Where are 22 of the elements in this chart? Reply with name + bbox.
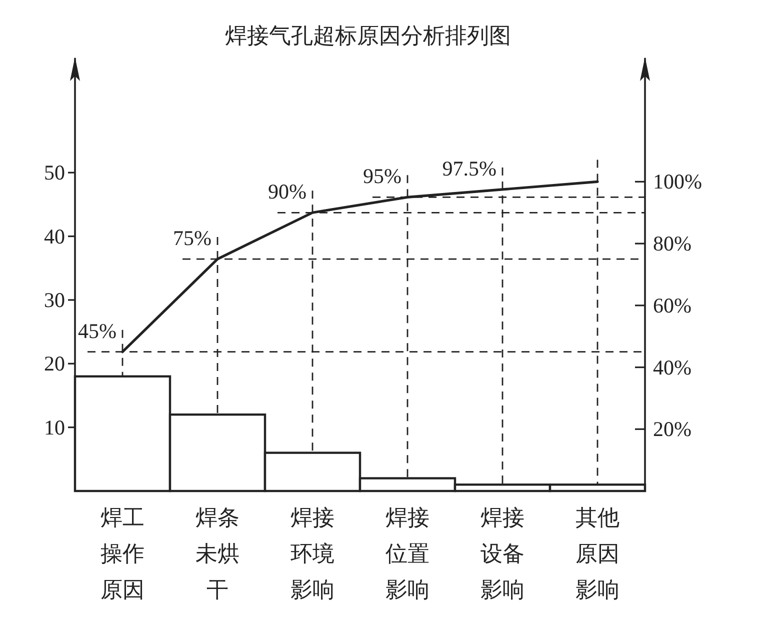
y-tick-label: 20	[44, 352, 65, 376]
data-label: 95%	[363, 164, 402, 188]
y-tick-label: 50	[44, 160, 65, 185]
data-label: 97.5%	[442, 156, 496, 180]
x-tick-label: 焊工操作原因	[100, 505, 144, 602]
chart-title: 焊接气孔超标原因分析排列图	[225, 23, 511, 48]
data-label: 45%	[78, 318, 116, 343]
y-tick-label: 40	[44, 224, 65, 248]
y2-tick-label: 20%	[653, 417, 692, 442]
x-tick-label: 焊接设备影响	[480, 505, 524, 602]
y-tick-label: 30	[44, 288, 65, 312]
y-tick-label: 10	[44, 415, 65, 440]
x-tick-label: 焊接环境影响	[290, 505, 334, 602]
x-tick-label: 其他原因影响	[576, 505, 620, 602]
x-tick-label: 焊条未烘干	[196, 505, 240, 602]
data-label: 90%	[268, 180, 306, 204]
y2-tick-label: 40%	[653, 355, 692, 380]
y2-tick-label: 60%	[653, 293, 692, 318]
x-tick-label: 焊接位置影响	[386, 505, 430, 602]
y2-tick-label: 80%	[653, 232, 692, 256]
data-label: 75%	[173, 226, 212, 250]
y2-tick-label: 100%	[653, 170, 702, 194]
